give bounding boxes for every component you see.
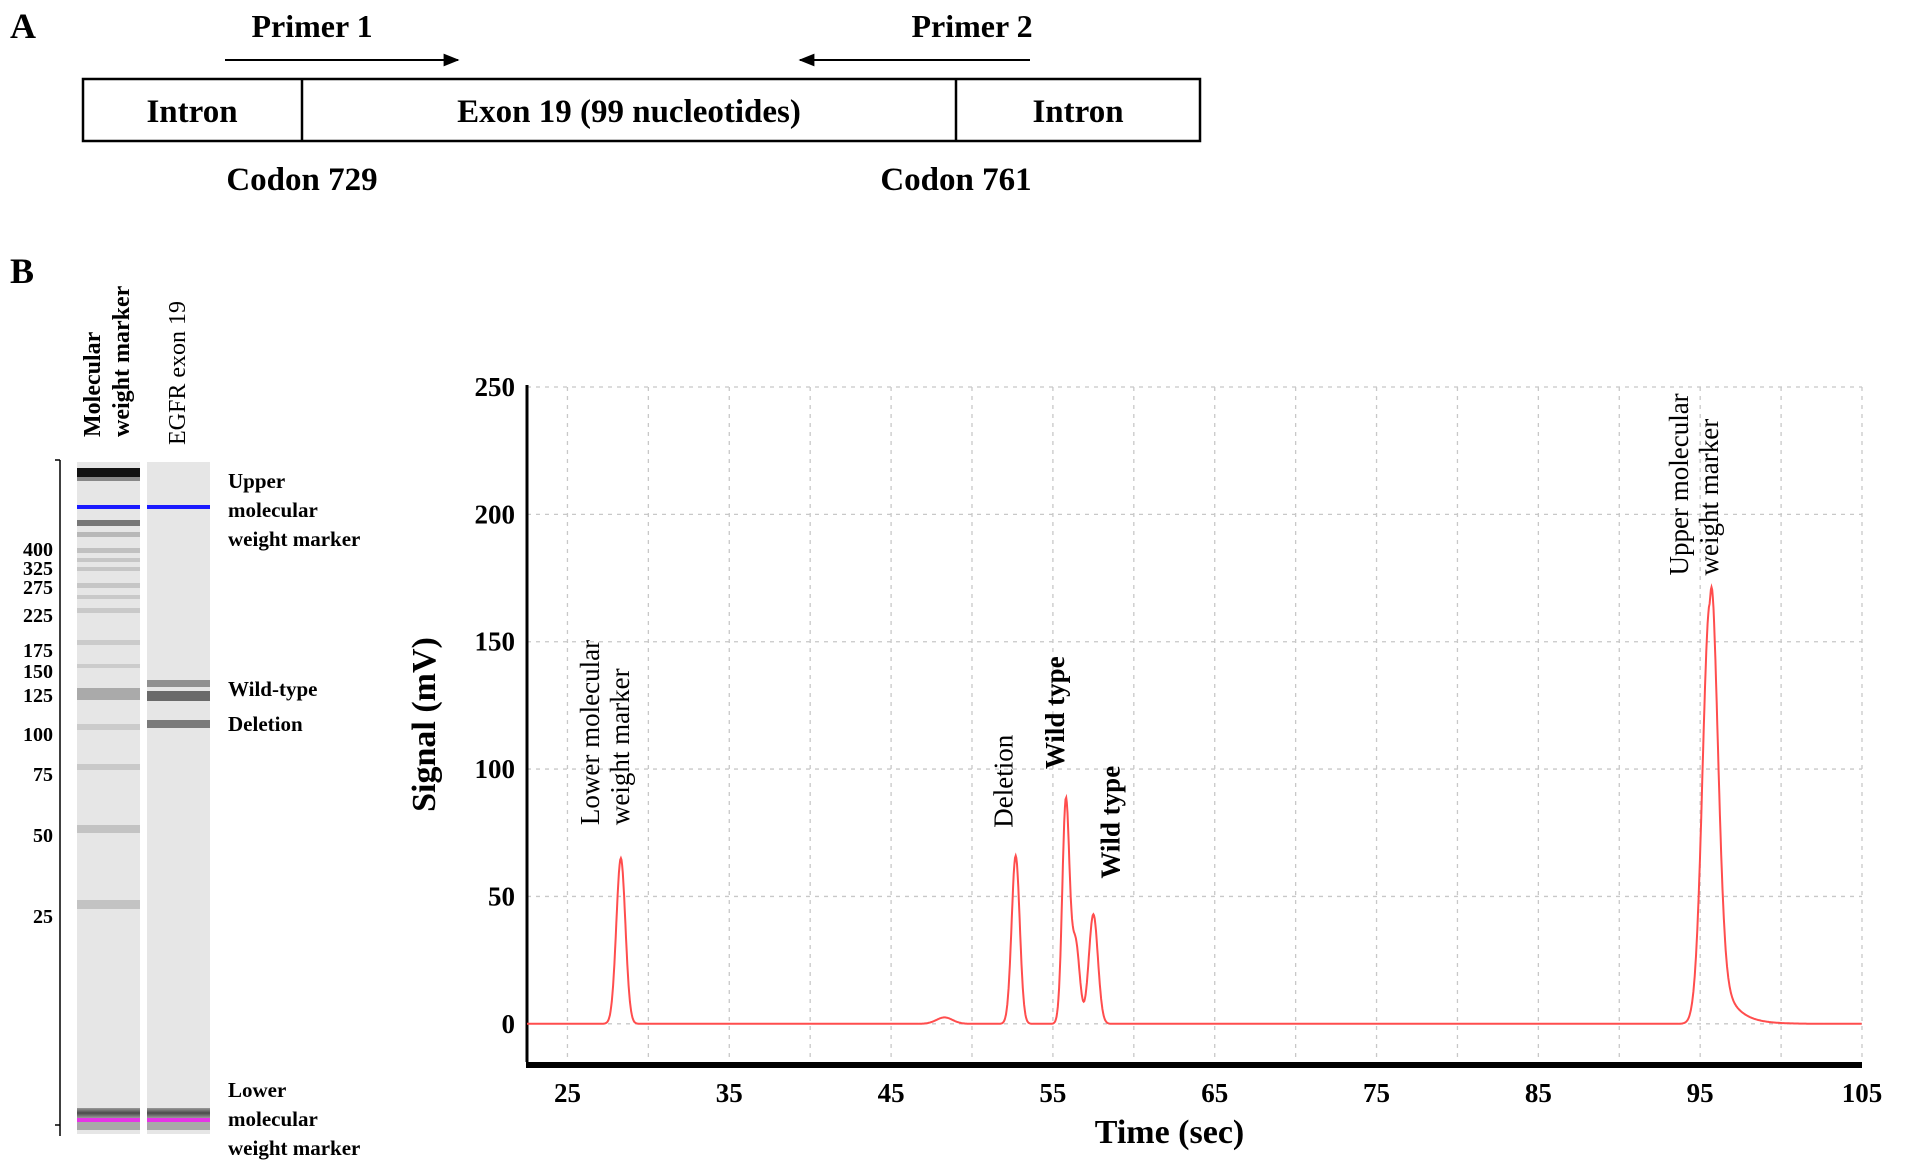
band-275 — [77, 583, 140, 588]
primer-2-label: Primer 2 — [911, 8, 1032, 44]
gel-right-labels: Upper molecular weight marker Wild-type … — [228, 469, 360, 1160]
band-upper-gray — [77, 477, 140, 481]
size-label-275: 275 — [23, 577, 53, 599]
y-tick-label-50: 50 — [488, 881, 515, 911]
egfr-lane-bands — [147, 505, 210, 1130]
band-upper-black — [77, 468, 140, 477]
peak-annotation-4-line-1: weight marker — [1694, 419, 1724, 576]
band — [77, 532, 140, 537]
codon-761-label: Codon 761 — [880, 162, 1031, 198]
size-label-50: 50 — [33, 825, 53, 847]
gel-lane-marker — [77, 462, 140, 1134]
band-wild-type-1 — [147, 680, 210, 687]
band-75 — [77, 764, 140, 770]
lower-marker-label-2: molecular — [228, 1107, 318, 1131]
upper-marker-label-3: weight marker — [228, 527, 360, 551]
y-tick-label-150: 150 — [475, 627, 516, 657]
band-wild-type-2 — [147, 691, 210, 701]
size-label-325: 325 — [23, 558, 53, 580]
band-lower-dark — [147, 1108, 210, 1118]
band — [77, 558, 140, 562]
band-50 — [77, 825, 140, 833]
size-label-25: 25 — [33, 906, 53, 928]
y-tick-label-250: 250 — [475, 372, 516, 402]
band-lower-marker-magenta — [147, 1118, 210, 1122]
upper-marker-label-2: molecular — [228, 498, 318, 522]
segment-exon-19: Exon 19 (99 nucleotides) — [457, 94, 801, 130]
peak-annotation-0-line-1: weight marker — [605, 668, 635, 825]
segment-intron-left: Intron — [146, 94, 237, 130]
x-tick-label-45: 45 — [878, 1078, 905, 1108]
x-tick-label-105: 105 — [1842, 1078, 1883, 1108]
chart-tick-labels: 0 50 100 150 200 250 25 35 45 55 65 75 85 95 105 — [475, 372, 1883, 1108]
lower-marker-label-3: weight marker — [228, 1136, 360, 1160]
band-upper-marker-blue — [77, 505, 140, 509]
primer-1-label: Primer 1 — [251, 8, 372, 44]
band-upper-marker-blue — [147, 505, 210, 509]
size-label-100: 100 — [23, 724, 53, 746]
band-325 — [77, 567, 140, 571]
band-150 — [77, 664, 140, 668]
size-label-125: 125 — [23, 685, 53, 707]
y-tick-label-0: 0 — [502, 1009, 516, 1039]
x-tick-label-95: 95 — [1687, 1078, 1714, 1108]
segment-intron-right: Intron — [1032, 94, 1123, 130]
peak-annotation-4-line-0: Upper molecular — [1664, 393, 1694, 575]
y-tick-label-100: 100 — [475, 754, 516, 784]
x-tick-label-65: 65 — [1201, 1078, 1228, 1108]
size-label-75: 75 — [33, 764, 53, 786]
wild-type-label: Wild-type — [228, 677, 317, 701]
band-lower-marker-magenta — [77, 1118, 140, 1122]
x-tick-label-35: 35 — [716, 1078, 743, 1108]
size-label-150: 150 — [23, 661, 53, 683]
panel-b: B Molecular weight marker EGFR exon 19 — [10, 251, 360, 1160]
electropherogram-chart: 0 50 100 150 200 250 25 35 45 55 65 75 85 95 105 Lower… — [406, 372, 1882, 1151]
y-tick-label-200: 200 — [475, 499, 516, 529]
x-axis-label: Time (sec) — [1095, 1114, 1244, 1151]
band-400 — [77, 548, 140, 553]
panel-a: A Primer 1 Primer 2 Intron Exon 19 (99 n… — [10, 6, 1202, 198]
x-tick-label-85: 85 — [1525, 1078, 1552, 1108]
peak-annotation-3-line-0: Wild type — [1095, 766, 1125, 879]
band-225 — [77, 608, 140, 613]
lane-1-title-line-2: weight marker — [109, 285, 135, 437]
peak-annotation-1-line-0: Deletion — [989, 734, 1019, 827]
x-tick-label-75: 75 — [1363, 1078, 1390, 1108]
band-25 — [77, 900, 140, 909]
band-lower-dark — [77, 1108, 140, 1118]
chart-annotations: Lower molecular weight marker DeletionWild… — [575, 393, 1724, 878]
lower-marker-label-1: Lower — [228, 1078, 286, 1102]
gene-map-box — [81, 77, 1202, 143]
band — [77, 595, 140, 599]
panel-a-letter: A — [10, 6, 36, 46]
signal-series-line — [527, 583, 1862, 1025]
band-100 — [77, 724, 140, 730]
codon-729-label: Codon 729 — [226, 162, 377, 198]
upper-marker-label-1: Upper — [228, 469, 285, 493]
size-label-225: 225 — [23, 605, 53, 627]
y-axis-label: Signal (mV) — [406, 637, 443, 812]
x-tick-label-55: 55 — [1039, 1078, 1066, 1108]
size-label-400: 400 — [23, 539, 53, 561]
chart-grid — [527, 386, 1863, 1062]
marker-lane-bands — [77, 468, 140, 1130]
panel-b-letter: B — [10, 251, 34, 291]
size-label-175: 175 — [23, 640, 53, 662]
lane-2-title: EGFR exon 19 — [165, 301, 191, 445]
band-175 — [77, 640, 140, 645]
band-top-dark — [77, 520, 140, 526]
band-lower-gray — [77, 1122, 140, 1130]
lane-1-title-line-1: Molecular — [80, 331, 106, 437]
gel-size-labels: 400 325 275 225 175 150 125 100 75 50 25 — [23, 539, 53, 928]
band-125 — [77, 688, 140, 700]
band-lower-gray — [147, 1122, 210, 1130]
gel-lane-egfr — [147, 462, 210, 1134]
peak-annotation-0-line-0: Lower molecular — [575, 640, 605, 825]
deletion-label: Deletion — [228, 712, 303, 736]
peak-annotation-2-line-0: Wild type — [1040, 656, 1070, 769]
band-deletion — [147, 720, 210, 728]
x-tick-label-25: 25 — [554, 1078, 581, 1108]
